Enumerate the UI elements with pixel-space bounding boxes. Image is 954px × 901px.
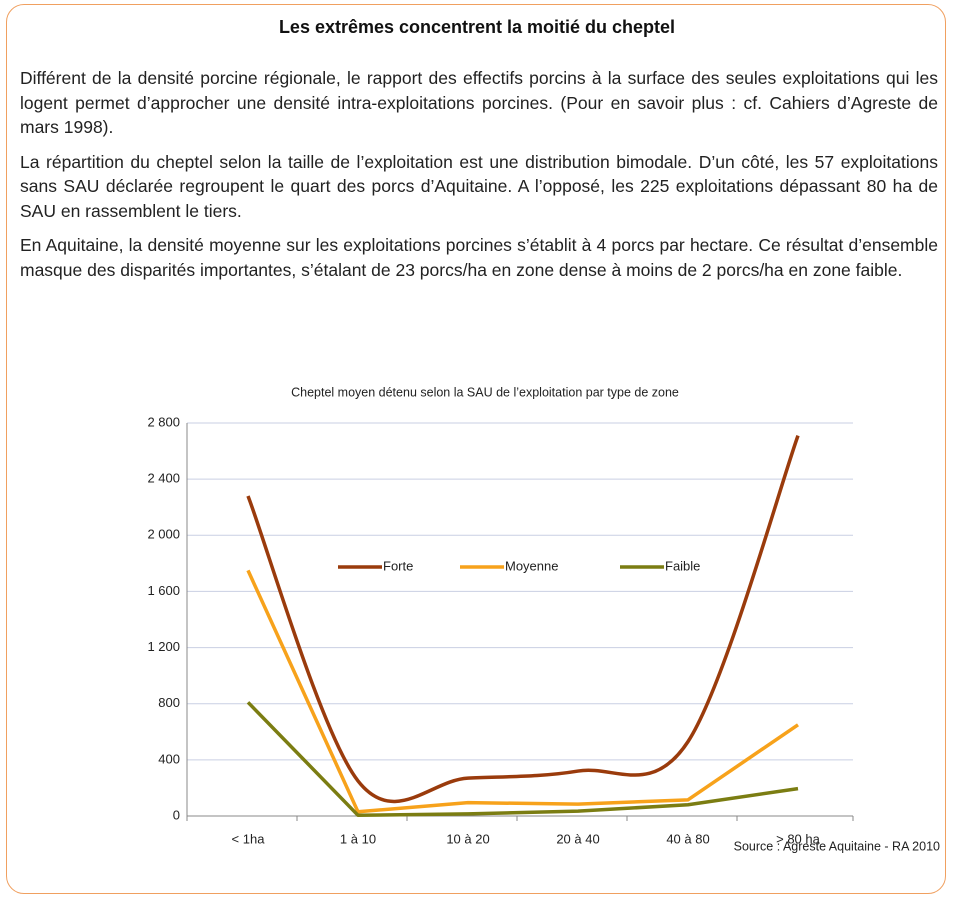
paragraph: En Aquitaine, la densité moyenne sur les… [20, 235, 938, 280]
y-tick-label: 800 [158, 695, 180, 710]
y-tick-label: 2 000 [147, 527, 180, 542]
y-tick-label: 400 [158, 751, 180, 766]
legend-label: Faible [665, 558, 700, 573]
legend-label: Forte [383, 558, 413, 573]
paragraph: La répartition du cheptel selon la taill… [20, 151, 938, 221]
legend-label: Moyenne [505, 558, 558, 573]
x-tick-label: 40 à 80 [666, 831, 709, 846]
series-line [246, 701, 799, 818]
y-tick-label: 1 200 [147, 639, 180, 654]
x-tick-label: 10 à 20 [446, 831, 489, 846]
x-tick-label: > 80 ha [776, 831, 821, 846]
y-tick-label: 0 [173, 807, 180, 822]
frame [6, 4, 946, 894]
paragraphs: Différent de la densité porcine régional… [20, 66, 938, 292]
x-tick-label: 20 à 40 [556, 831, 599, 846]
y-tick-label: 1 600 [147, 583, 180, 598]
series-line [246, 435, 800, 804]
y-tick-label: 2 400 [147, 471, 180, 486]
x-tick-label: < 1ha [232, 831, 266, 846]
y-tick-label: 2 800 [147, 414, 180, 429]
page-title: Les extrêmes concentrent la moitié du ch… [278, 17, 676, 37]
paragraph: Différent de la densité porcine régional… [20, 68, 938, 137]
chart-title: Cheptel moyen détenu selon la SAU de l’e… [291, 385, 679, 399]
series-line [246, 569, 799, 814]
source: Source : Agreste Aquitaine - RA 2010 [734, 839, 940, 853]
x-tick-label: 1 à 10 [340, 831, 376, 846]
